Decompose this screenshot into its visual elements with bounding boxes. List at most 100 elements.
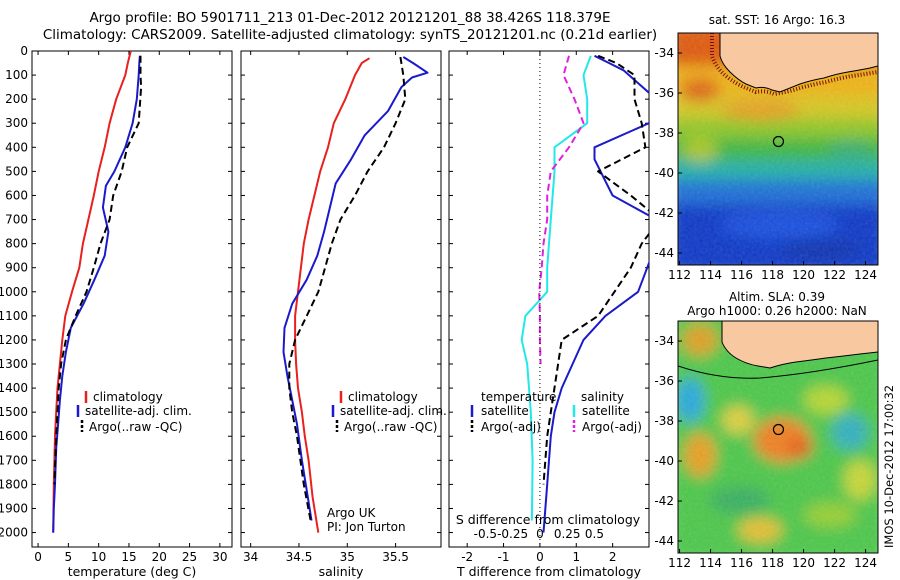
salinity-legend: climatology satellite-adj. clim. Argo(..…: [327, 390, 447, 534]
lon-tick-label: 114: [699, 556, 722, 570]
x-tick-label: 10: [91, 550, 106, 564]
depth-tick-label: 1000: [0, 285, 28, 299]
x-tick-label: 5: [65, 550, 73, 564]
depth-tick-label: 2000: [0, 526, 28, 540]
series-line-salinity-satellite: [520, 55, 592, 521]
x-tick-label: 0: [34, 550, 42, 564]
lon-tick-label: 122: [823, 268, 846, 282]
salinity-plot-frame: [240, 50, 442, 548]
temperature-x-axis: 0 5 10 15 20 25 30: [34, 51, 228, 564]
lat-tick-label: -42: [654, 494, 674, 508]
difference-legend: temperature salinity satellite Argo(-adj…: [470, 390, 642, 434]
depth-tick-label: 1700: [0, 453, 28, 467]
depth-tick-label: 500: [5, 164, 28, 178]
lon-tick-label: 120: [792, 556, 815, 570]
series-line-satellite-adj-clim: [282, 56, 429, 521]
sst-map-title: sat. SST: 16 Argo: 16.3: [709, 13, 846, 27]
lat-tick-label: -34: [654, 334, 674, 348]
sla-depth-contour: [678, 359, 878, 379]
temperature-legend: climatology satellite-adj. clim. Argo(..…: [76, 390, 192, 434]
figure-title-line1: Argo profile: BO 5901711_213 01-Dec-2012…: [89, 10, 611, 26]
series-line-temperature-satellite: [542, 54, 649, 533]
depth-tick-label: 1100: [0, 309, 28, 323]
legend-label-climatology: climatology: [348, 390, 418, 404]
sst-land-australia: [720, 33, 878, 92]
series-line-climatology: [294, 57, 371, 533]
legend-title-salinity: salinity: [581, 390, 624, 404]
salinity-difference-ticks: -0.5 -0.25 0 0.25 0.5: [474, 527, 604, 541]
salinity-x-axis: 34 34.5 35 35.5: [243, 51, 409, 564]
legend-label-satellite: satellite-adj. clim.: [85, 404, 192, 418]
depth-tick-label: 400: [5, 140, 28, 154]
depth-tick-label: 1800: [0, 477, 28, 491]
salinity-series: [282, 56, 429, 533]
x-tick-label: 20: [152, 550, 167, 564]
lon-tick-label: 112: [668, 556, 691, 570]
lon-tick-label: 118: [761, 556, 784, 570]
depth-tick-label: 600: [5, 188, 28, 202]
lat-tick-label: -38: [654, 126, 674, 140]
depth-axis: 0 100 200 300 400 500 600 700 800 900 1000 1100 1200…: [0, 44, 649, 540]
legend-label-argo: Argo(..raw -QC): [344, 420, 437, 434]
salinity-difference-tick-label: 0.25: [554, 527, 581, 541]
x-tick-label: 15: [121, 550, 136, 564]
x-tick-label: -2: [461, 550, 473, 564]
legend-title-temperature: temperature: [481, 390, 556, 404]
depth-tick-label: 1300: [0, 357, 28, 371]
sla-map: [678, 321, 878, 553]
depth-tick-label: 0: [20, 44, 28, 58]
legend-label-climatology: climatology: [93, 390, 163, 404]
legend-label-argo: Argo(..raw -QC): [89, 420, 182, 434]
x-tick-label: 0: [536, 550, 544, 564]
pi-annotation: PI: Jon Turton: [327, 520, 406, 534]
difference-x-axis: -2 -1 0 1 2: [461, 51, 616, 564]
depth-tick-label: 900: [5, 261, 28, 275]
lon-tick-label: 124: [854, 556, 877, 570]
legend-label-satellite: satellite-adj. clim.: [340, 404, 447, 418]
lon-tick-label: 116: [730, 556, 753, 570]
salinity-difference-tick-label: 0: [536, 527, 544, 541]
depth-tick-label: 100: [5, 68, 28, 82]
lon-tick-label: 112: [668, 268, 691, 282]
x-tick-label: -1: [498, 550, 510, 564]
salinity-axis-label: salinity: [319, 564, 364, 579]
depth-tick-label: 1900: [0, 501, 28, 515]
imos-credit: IMOS 10-Dec-2012 17:00:32: [882, 385, 896, 548]
depth-tick-label: 200: [5, 92, 28, 106]
depth-tick-label: 1600: [0, 429, 28, 443]
difference-plot-frame: [448, 50, 650, 548]
x-tick-label: 1: [572, 550, 580, 564]
lat-tick-label: -40: [654, 166, 674, 180]
lat-tick-label: -34: [654, 46, 674, 60]
lon-tick-label: 122: [823, 556, 846, 570]
legend-label-t-argo: Argo(-adj): [481, 420, 541, 434]
depth-tick-label: 300: [5, 116, 28, 130]
sst-map-frame: [677, 32, 879, 266]
sla-coastline: [721, 321, 878, 369]
x-tick-label: 34.5: [286, 550, 313, 564]
lon-tick-label: 118: [761, 268, 784, 282]
depth-tick-label: 700: [5, 213, 28, 227]
depth-tick-label: 800: [5, 237, 28, 251]
lat-tick-label: -40: [654, 454, 674, 468]
salinity-difference-axis-label: S difference from climatology: [456, 512, 641, 527]
sla-map-axes: 112 114 116 118 120 122 124 -34 -36 -38 -40 -42 -44: [654, 334, 877, 570]
legend-label-s-argo: Argo(-adj): [582, 420, 642, 434]
difference-series: [520, 54, 649, 533]
sst-map-axes: 112 114 116 118 120 122 124 -34 -36 -38 -40 -42 -44: [654, 46, 877, 282]
lon-tick-label: 116: [730, 268, 753, 282]
legend-label-t-satellite: satellite: [481, 404, 529, 418]
lat-tick-label: -42: [654, 206, 674, 220]
lat-tick-label: -36: [654, 86, 674, 100]
temperature-plot-frame: [31, 50, 233, 548]
figure-title-line2: Climatology: CARS2009. Satellite-adjuste…: [42, 27, 658, 43]
salinity-difference-tick-label: 0.5: [585, 527, 604, 541]
x-tick-label: 34: [243, 550, 258, 564]
series-line-argo-raw-qc: [53, 55, 143, 485]
salinity-difference-tick-label: -0.25: [497, 527, 528, 541]
lat-tick-label: -38: [654, 414, 674, 428]
difference-axis-label: T difference from climatology: [456, 564, 642, 579]
depth-tick-label: 1500: [0, 405, 28, 419]
argo-location-marker: [772, 423, 785, 436]
